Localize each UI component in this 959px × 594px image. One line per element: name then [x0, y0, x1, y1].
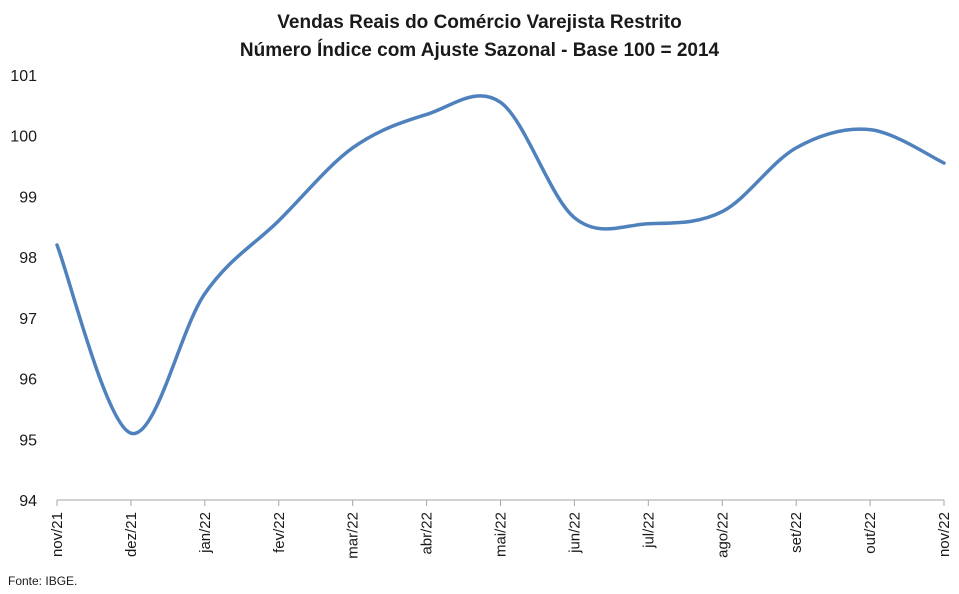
- data-point: [868, 128, 872, 132]
- x-tick-label: ago/22: [714, 512, 731, 558]
- y-tick-label: 97: [19, 311, 37, 328]
- source-note: Fonte: IBGE.: [8, 574, 78, 588]
- chart-subtitle: Número Índice com Ajuste Sazonal - Base …: [239, 40, 720, 61]
- x-axis: nov/21 dez/21 jan/22 fev/22 mar/22 abr/22 mai/…: [49, 499, 953, 559]
- data-point: [646, 222, 650, 226]
- series-line: [55, 94, 946, 435]
- y-tick-label: 95: [19, 432, 37, 449]
- data-point: [572, 216, 576, 220]
- x-tick-label: jun/22: [566, 512, 583, 554]
- chart-title: Vendas Reais do Comércio Varejista Restr…: [277, 12, 682, 33]
- y-tick-label: 99: [19, 189, 37, 206]
- data-point: [203, 292, 207, 296]
- x-tick-label: mai/22: [493, 512, 510, 557]
- data-point: [794, 146, 798, 150]
- y-tick-label: 96: [19, 372, 37, 389]
- x-tick-label: abr/22: [419, 512, 436, 555]
- data-point: [499, 100, 503, 104]
- x-tick-label: mar/22: [345, 512, 362, 559]
- y-tick-label: 101: [10, 68, 37, 85]
- x-tick-label: jan/22: [197, 512, 214, 554]
- x-tick-label: fev/22: [271, 512, 288, 553]
- data-point: [129, 431, 133, 435]
- y-tick-label: 98: [19, 250, 37, 267]
- x-tick-label: nov/22: [936, 512, 953, 557]
- data-point: [351, 146, 355, 150]
- x-tick-label: out/22: [862, 512, 879, 554]
- data-point: [55, 243, 59, 247]
- x-tick-label: dez/21: [123, 512, 140, 557]
- data-point: [425, 112, 429, 116]
- data-point: [720, 210, 724, 214]
- x-tick-label: nov/21: [49, 512, 66, 557]
- x-tick-label: jul/22: [640, 512, 657, 549]
- y-tick-label: 94: [19, 493, 37, 510]
- y-axis: 94 95 96 97 98 99 100 101: [10, 68, 37, 510]
- series-group: [55, 94, 946, 435]
- data-point: [277, 219, 281, 223]
- data-point: [942, 161, 946, 165]
- x-tick-label: set/22: [788, 512, 805, 553]
- y-tick-label: 100: [10, 129, 37, 146]
